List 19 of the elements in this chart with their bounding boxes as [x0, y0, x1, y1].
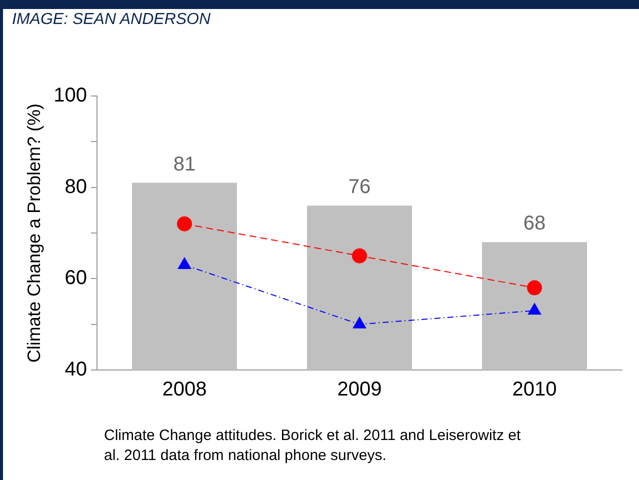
data-label: 81 — [173, 153, 196, 176]
point — [352, 248, 367, 264]
y-tick-label: 100 — [54, 84, 87, 107]
point — [526, 280, 542, 296]
point — [176, 216, 192, 232]
y-axis-title: Climate Change a Problem? (%) — [24, 103, 44, 363]
y-tick-label: 80 — [64, 176, 87, 198]
x-tick-label: 2010 — [512, 378, 557, 401]
y-tick-label: 40 — [64, 358, 87, 381]
x-tick-label: 2008 — [162, 378, 207, 401]
point — [528, 303, 542, 315]
y-tick-label: 60 — [64, 267, 87, 290]
text: IMAGE: SEAN ANDERSON — [12, 11, 211, 29]
text: Climate Change attitudes. Borick et al. 2011 and Leiserowitz et al. 2011 data from national phone surveys. — [104, 426, 522, 466]
data-label: 76 — [348, 176, 371, 198]
data-label: 68 — [523, 212, 546, 235]
point — [352, 316, 366, 328]
x-tick-label: 2009 — [337, 378, 382, 401]
point — [178, 257, 192, 269]
